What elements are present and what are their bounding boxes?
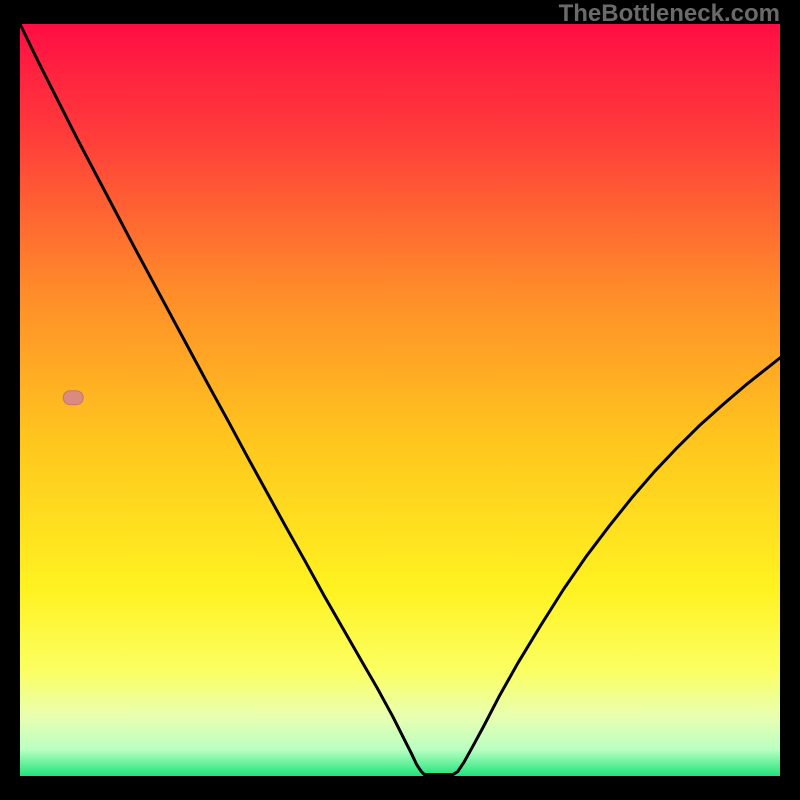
watermark-label: TheBottleneck.com [559, 0, 780, 28]
bottleneck-chart [20, 24, 780, 776]
optimal-point-marker [63, 391, 83, 405]
gradient-background [20, 24, 780, 776]
